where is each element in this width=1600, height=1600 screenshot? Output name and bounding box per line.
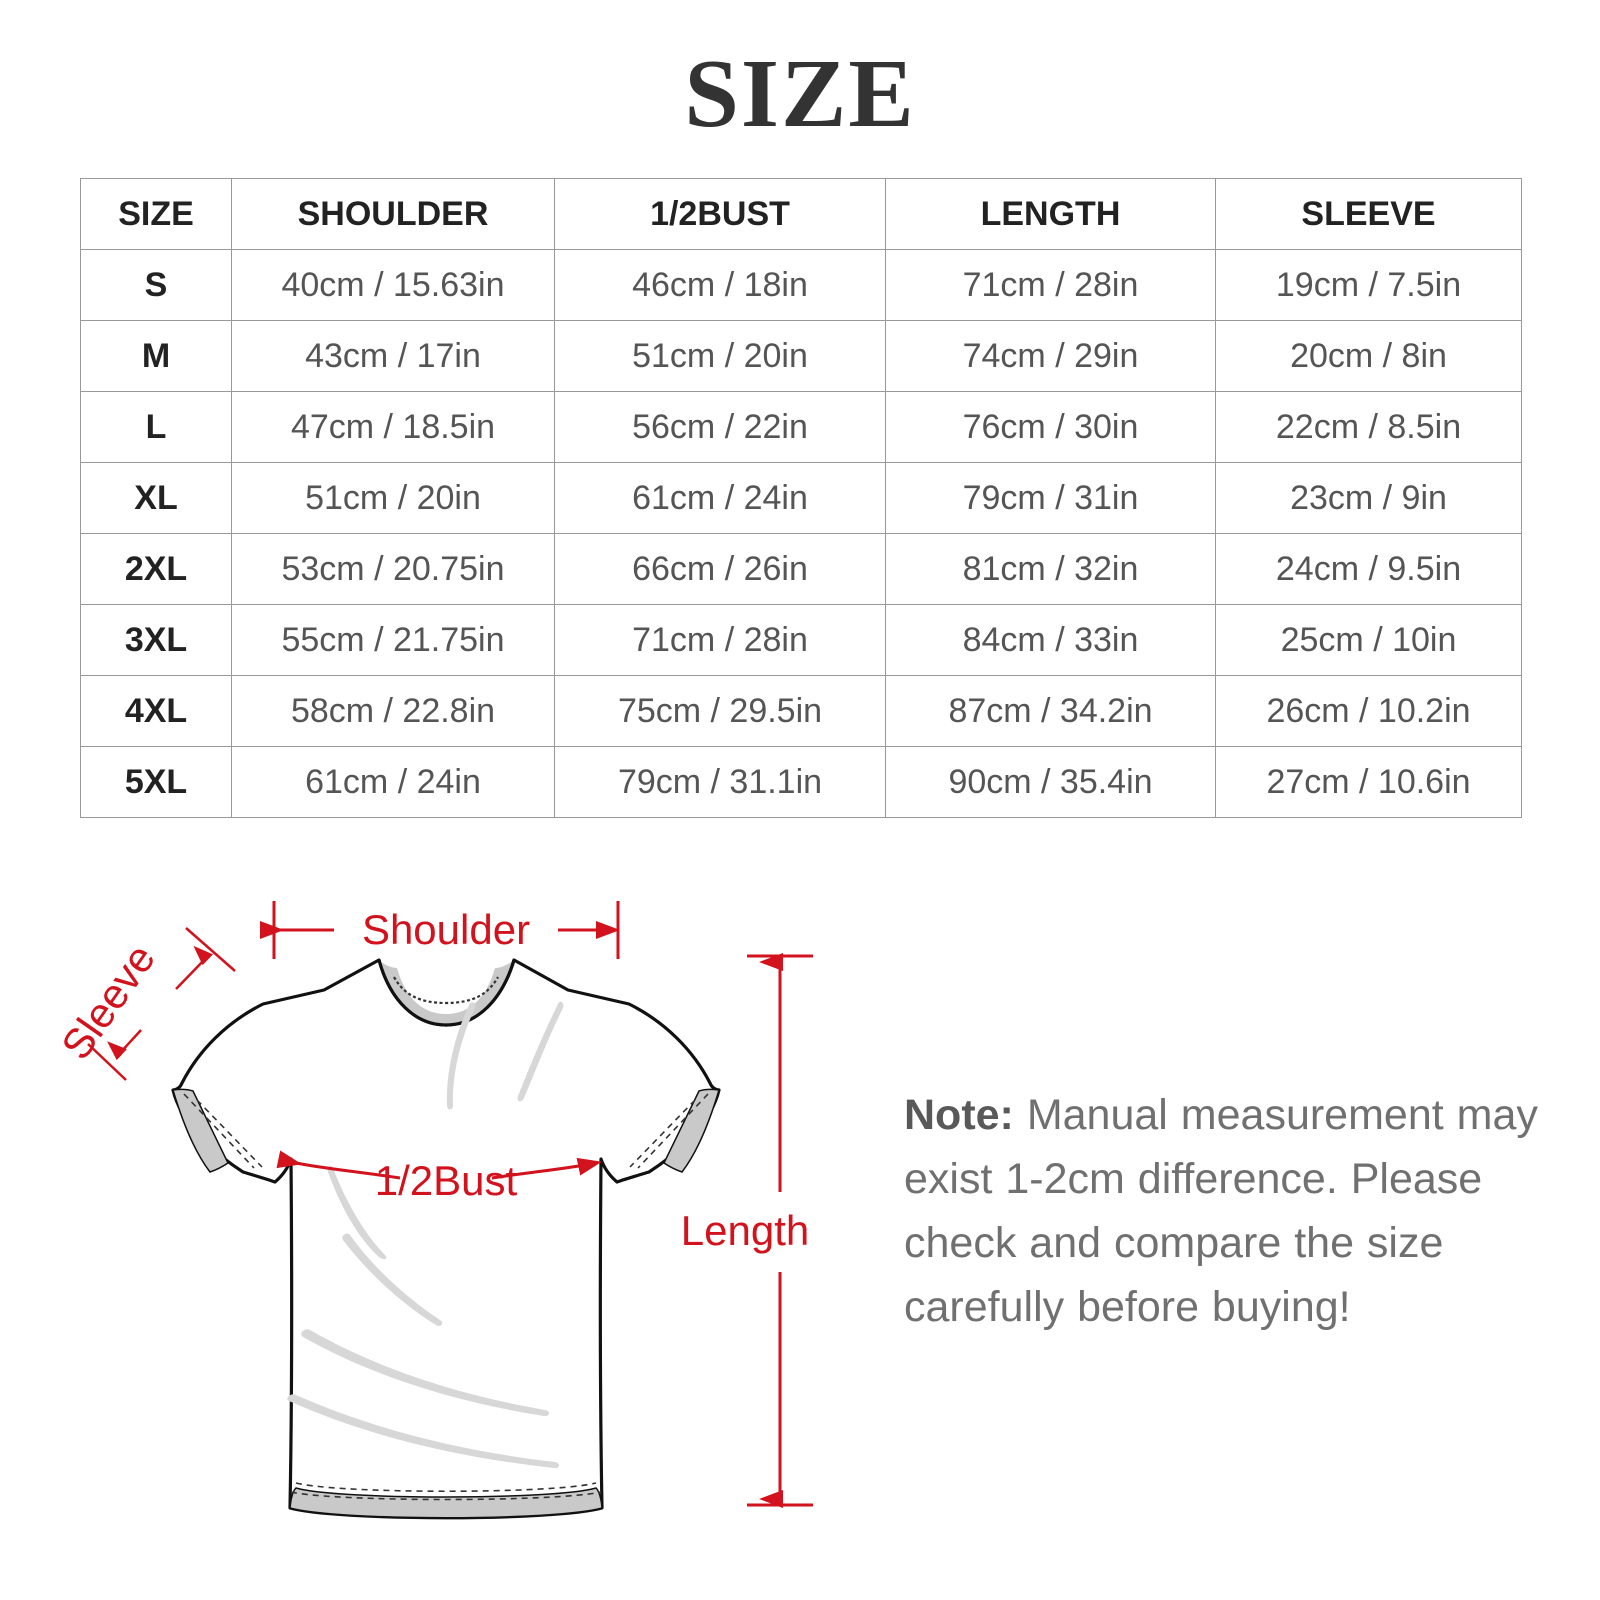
svg-text:Shoulder: Shoulder [362,906,530,953]
svg-text:Sleeve: Sleeve [52,936,164,1068]
svg-text:1/2Bust: 1/2Bust [375,1157,518,1204]
svg-text:Length: Length [681,1207,809,1254]
